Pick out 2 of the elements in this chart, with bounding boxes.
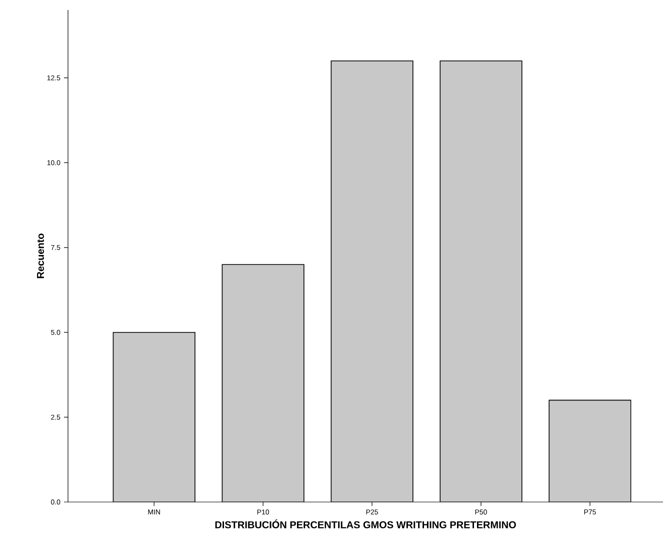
y-axis-title: Recuento [36,234,44,278]
x-axis-title: DISTRIBUCIÓN PERCENTILAS GMOS WRITHING PRETERMINO [215,519,516,528]
